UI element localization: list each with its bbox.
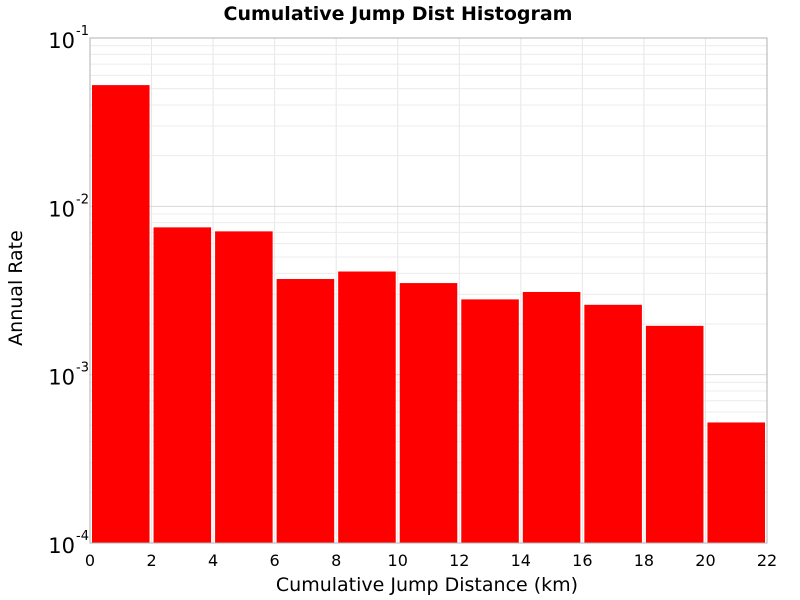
histogram-bar [215,231,273,543]
y-tick-label: 10 [48,29,75,53]
x-tick-label: 18 [634,551,654,570]
histogram-bar [707,422,765,543]
x-tick-label: 14 [511,551,531,570]
x-tick-label: 20 [695,551,715,570]
y-axis-label: Annual Rate [5,230,27,346]
plot-frame [89,37,768,544]
x-tick-label: 12 [449,551,469,570]
histogram-bar [276,279,335,543]
histogram-bar [399,283,458,543]
histogram-bar [153,227,212,543]
histogram-bar [522,291,581,543]
y-tick-exponent: -1 [76,24,89,39]
y-tick-labels: 10-410-310-210-1 [48,24,89,558]
x-tick-label: 6 [270,551,280,570]
y-tick-exponent: -3 [76,361,89,376]
histogram-bar [584,304,642,543]
histogram-bar [92,85,150,544]
x-tick-label: 2 [146,551,156,570]
y-tick-label: 10 [48,366,75,390]
x-tick-label: 4 [208,551,218,570]
x-tick-labels: 0 2 4 6 8 10 12 14 16 18 20 22 [85,551,777,570]
y-tick-label: 10 [48,534,75,558]
chart-title: Cumulative Jump Dist Histogram [224,3,573,25]
x-axis-label: Cumulative Jump Distance (km) [276,574,578,596]
y-tick-label: 10 [48,197,75,221]
histogram-bar [338,271,396,543]
histogram-bar [645,325,704,543]
histogram-bar [461,299,519,543]
x-tick-label: 8 [331,551,341,570]
x-tick-label: 22 [757,551,777,570]
x-tick-label: 10 [388,551,408,570]
y-tick-exponent: -4 [76,529,89,544]
y-tick-exponent: -2 [76,192,89,207]
x-tick-label: 0 [85,551,95,570]
bars [92,85,765,544]
x-tick-label: 16 [572,551,592,570]
